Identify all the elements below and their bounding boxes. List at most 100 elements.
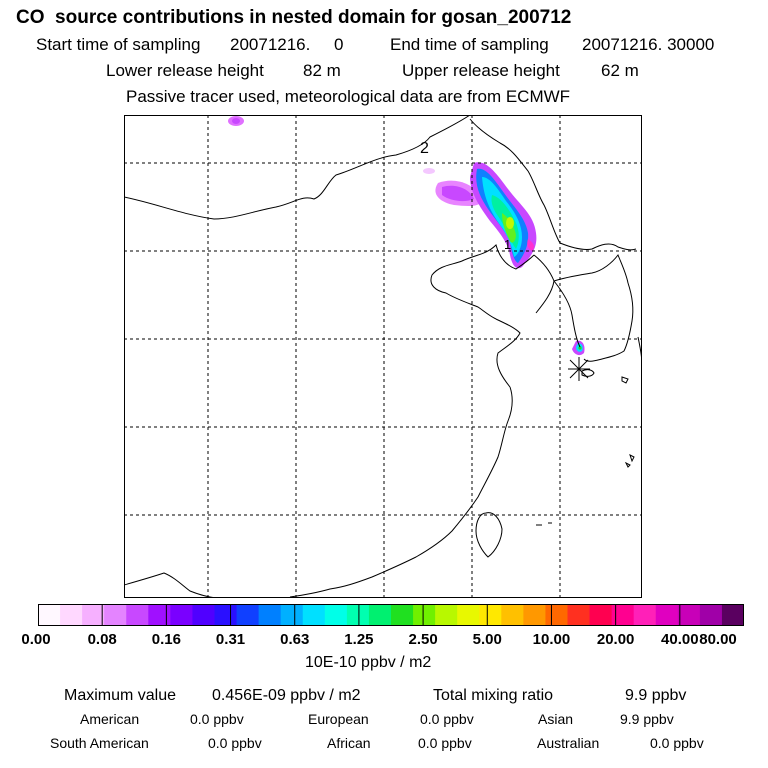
colorbar-swatch [567, 604, 591, 626]
colorbar-swatch [523, 604, 546, 626]
plume-speck-2 [423, 168, 435, 174]
colorbar-swatch [391, 604, 414, 626]
colorbar-swatch [677, 604, 701, 626]
plume-peak [506, 217, 514, 229]
colorbar-frame [38, 604, 744, 626]
end-label: End time of sampling [390, 35, 549, 54]
end-value: 20071216. 30000 [582, 35, 715, 54]
islet-2 [629, 454, 635, 463]
islet-4 [536, 522, 552, 526]
coast-bohai [430, 244, 535, 320]
upper-height-label: Upper release height [402, 61, 560, 80]
colorbar-swatch [214, 604, 238, 626]
plume-west-lobe-core [442, 185, 474, 202]
asterisk-marker-icon [568, 357, 590, 381]
taiwan [475, 512, 503, 558]
region-name: South American [50, 735, 149, 751]
lower-height-label: Lower release height [106, 61, 264, 80]
region-name: Australian [537, 735, 600, 751]
colorbar-swatch [589, 604, 613, 626]
colorbar-tick-label: 10.00 [532, 631, 571, 648]
colorbar-swatch [611, 604, 635, 626]
map-background [124, 115, 642, 598]
colorbar-swatch [192, 604, 215, 626]
map-panel: 2 1 [124, 115, 642, 598]
region-value: 0.0 ppbv [418, 735, 472, 751]
colorbar-swatch [435, 604, 458, 626]
colorbar-tick-label: 80.00 [699, 631, 737, 648]
colorbar-tick-label: 0.31 [215, 631, 246, 648]
lower-height-value: 82 m [303, 61, 341, 80]
islet-3 [624, 461, 631, 468]
colorbar-tick-label: 5.00 [472, 631, 502, 648]
colorbar-tick-label: 0.00 [21, 631, 51, 648]
jeju-island [581, 369, 595, 377]
colorbar-swatch [60, 604, 83, 626]
colorbar-swatch [280, 604, 304, 626]
coast-korea-south [583, 282, 634, 362]
colorbar-tick-label: 0.16 [151, 631, 181, 648]
coast-southwest [124, 572, 217, 598]
colorbar-swatch [457, 604, 480, 626]
max-value-label: Maximum value [64, 687, 177, 704]
colorbar-tick-label: 0.63 [280, 631, 310, 648]
plume-korea-core [578, 346, 582, 350]
map-label-2: 2 [420, 140, 429, 157]
map-title: CO source contributions in nested domain… [16, 7, 572, 28]
coastlines [124, 115, 642, 598]
region-name: American [80, 711, 140, 727]
colorbar-tick-label: 0.08 [87, 631, 117, 648]
colorbar-swatch [545, 604, 568, 626]
colorbar-swatch [655, 604, 679, 626]
colorbar-swatch [699, 604, 723, 626]
colorbar-tick-label: 20.00 [596, 631, 635, 648]
colorbar-swatch [104, 604, 127, 626]
colorbar-swatch [633, 604, 657, 626]
total-mixing-ratio-value: 9.9 ppbv [625, 687, 687, 704]
colorbar-swatch [413, 604, 436, 626]
colorbar-swatch [368, 604, 392, 626]
colorbar [38, 604, 744, 626]
colorbar-swatch [501, 604, 524, 626]
colorbar-swatch [236, 604, 260, 626]
region-value: 0.0 ppbv [420, 711, 474, 727]
graticule [124, 115, 642, 598]
region-value: 0.0 ppbv [208, 735, 262, 751]
colorbar-tick-label: 1.25 [344, 631, 374, 648]
colorbar-swatch [302, 604, 326, 626]
region-value: 9.9 ppbv [620, 711, 674, 727]
region-name: African [327, 735, 371, 751]
coast-korea-west [553, 253, 629, 284]
colorbar-tick-label: 40.00 [661, 631, 699, 648]
border-north [124, 115, 471, 220]
max-value: 0.456E-09 ppbv / m2 [212, 687, 361, 704]
upper-height-value: 62 m [601, 61, 639, 80]
region-value: 0.0 ppbv [650, 735, 704, 751]
region-name: Asian [538, 711, 574, 727]
colorbar-tick-label: 2.50 [408, 631, 438, 648]
border-east [469, 118, 637, 251]
colorbar-swatch [148, 604, 171, 626]
colorbar-swatch [82, 604, 105, 626]
colorbar-swatch [38, 604, 61, 626]
islet-1 [621, 376, 629, 384]
region-value: 0.0 ppbv [190, 711, 244, 727]
colorbar-units: 10E-10 ppbv / m2 [305, 654, 432, 671]
colorbar-swatch [479, 604, 502, 626]
colorbar-swatch [258, 604, 282, 626]
coast-east-china [289, 386, 513, 598]
colorbar-swatch [126, 604, 149, 626]
start-label: Start time of sampling [36, 35, 201, 54]
colorbar-swatch [346, 604, 370, 626]
colorbar-swatch [324, 604, 348, 626]
map-label-1: 1 [504, 237, 511, 252]
colorbar-swatch [170, 604, 193, 626]
coast-shandong [495, 318, 521, 388]
map-frame [124, 115, 642, 598]
concentration-plume [228, 116, 585, 356]
plume-pink-edge [527, 239, 535, 251]
total-mixing-ratio-label: Total mixing ratio [433, 687, 554, 704]
region-name: European [308, 711, 369, 727]
plume-speck-core [232, 118, 240, 124]
colorbar-swatch [721, 604, 744, 626]
